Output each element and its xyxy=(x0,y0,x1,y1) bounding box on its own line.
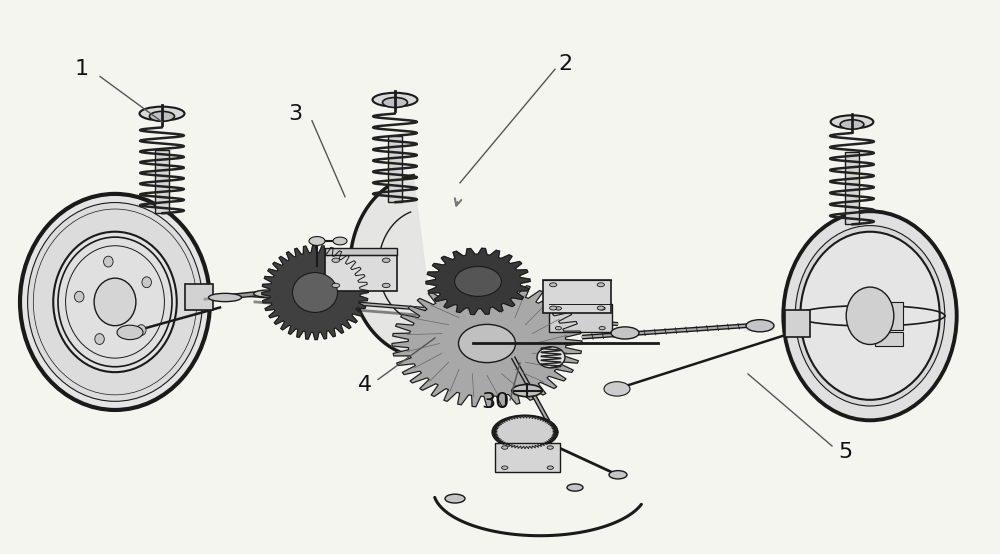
Bar xyxy=(875,302,903,330)
Circle shape xyxy=(382,258,390,263)
Polygon shape xyxy=(426,248,530,315)
Ellipse shape xyxy=(372,93,418,106)
Ellipse shape xyxy=(611,327,639,339)
Ellipse shape xyxy=(800,232,940,400)
Ellipse shape xyxy=(567,484,583,491)
Ellipse shape xyxy=(208,294,242,301)
Ellipse shape xyxy=(783,211,957,420)
Ellipse shape xyxy=(846,287,894,345)
Ellipse shape xyxy=(150,111,175,121)
Text: 1: 1 xyxy=(75,59,89,79)
Ellipse shape xyxy=(95,334,104,345)
Ellipse shape xyxy=(142,277,151,288)
Circle shape xyxy=(555,326,561,330)
Bar xyxy=(875,332,903,346)
Ellipse shape xyxy=(512,384,542,397)
Ellipse shape xyxy=(840,120,864,129)
Bar xyxy=(388,136,402,202)
Polygon shape xyxy=(262,245,368,340)
Polygon shape xyxy=(350,176,437,357)
Ellipse shape xyxy=(254,290,282,297)
Ellipse shape xyxy=(292,273,338,312)
Circle shape xyxy=(547,446,553,449)
Text: 3: 3 xyxy=(288,104,302,124)
Polygon shape xyxy=(392,280,582,407)
Circle shape xyxy=(550,306,557,310)
Ellipse shape xyxy=(455,266,501,296)
Ellipse shape xyxy=(53,232,177,372)
Ellipse shape xyxy=(94,278,136,326)
Ellipse shape xyxy=(831,115,873,129)
Circle shape xyxy=(555,307,561,310)
FancyBboxPatch shape xyxy=(185,284,213,310)
FancyBboxPatch shape xyxy=(785,310,810,337)
Ellipse shape xyxy=(458,324,516,362)
FancyBboxPatch shape xyxy=(325,248,397,255)
Ellipse shape xyxy=(609,471,627,479)
Circle shape xyxy=(332,258,340,263)
Text: 30: 30 xyxy=(481,392,509,412)
Circle shape xyxy=(604,382,630,396)
Text: 5: 5 xyxy=(838,442,852,461)
Ellipse shape xyxy=(74,291,84,302)
Ellipse shape xyxy=(382,98,408,107)
FancyBboxPatch shape xyxy=(495,443,560,472)
Circle shape xyxy=(547,466,553,469)
Ellipse shape xyxy=(137,325,146,336)
Text: 4: 4 xyxy=(358,375,372,395)
Ellipse shape xyxy=(746,320,774,332)
Ellipse shape xyxy=(795,225,945,406)
Circle shape xyxy=(309,237,325,245)
Circle shape xyxy=(502,466,508,469)
Ellipse shape xyxy=(445,494,465,503)
Text: 2: 2 xyxy=(558,54,572,74)
FancyBboxPatch shape xyxy=(543,280,611,313)
Ellipse shape xyxy=(537,347,565,368)
Ellipse shape xyxy=(104,256,113,267)
Circle shape xyxy=(599,307,605,310)
Ellipse shape xyxy=(20,194,210,410)
Ellipse shape xyxy=(28,203,202,401)
Ellipse shape xyxy=(140,106,184,121)
Bar xyxy=(845,152,859,224)
Circle shape xyxy=(502,446,508,449)
Circle shape xyxy=(550,283,557,287)
Circle shape xyxy=(117,325,143,340)
FancyBboxPatch shape xyxy=(325,255,397,291)
Bar xyxy=(155,150,169,213)
Circle shape xyxy=(382,283,390,288)
Ellipse shape xyxy=(492,416,558,449)
Circle shape xyxy=(599,326,605,330)
Circle shape xyxy=(597,283,604,287)
FancyBboxPatch shape xyxy=(549,304,612,332)
Circle shape xyxy=(597,306,604,310)
Circle shape xyxy=(333,237,347,245)
Circle shape xyxy=(332,283,340,288)
Ellipse shape xyxy=(58,237,172,367)
